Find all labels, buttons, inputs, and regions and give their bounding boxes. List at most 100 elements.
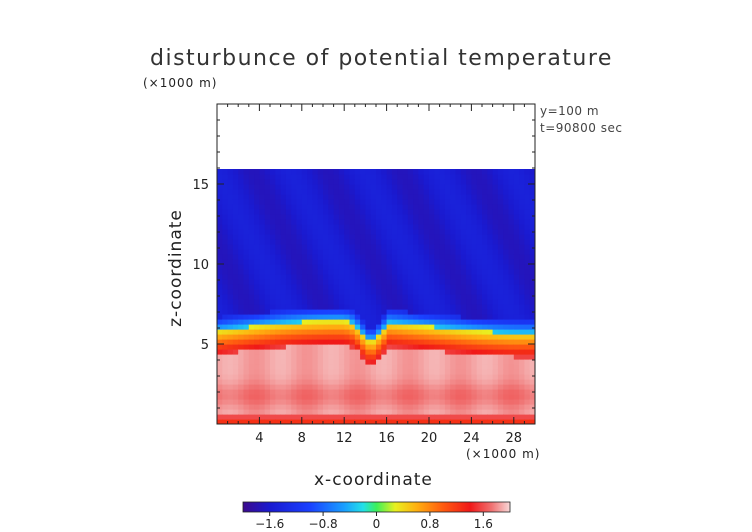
field-cell — [301, 224, 308, 230]
field-cell — [434, 329, 441, 335]
field-cell — [381, 229, 388, 235]
field-cell — [503, 379, 510, 385]
field-cell — [476, 359, 483, 365]
field-cell — [344, 204, 351, 210]
field-cell — [222, 244, 229, 250]
field-cell — [471, 229, 478, 235]
field-cell — [492, 319, 499, 325]
field-cell — [466, 354, 472, 360]
field-cell — [307, 239, 313, 245]
field-cell — [455, 179, 462, 185]
field-cell — [307, 394, 313, 400]
field-cell — [312, 414, 319, 420]
field-cell — [285, 384, 292, 390]
field-cell — [328, 279, 335, 285]
field-cell — [354, 404, 361, 410]
field-cell — [482, 344, 488, 350]
field-cell — [270, 174, 276, 180]
field-cell — [317, 219, 324, 225]
field-cell — [238, 294, 245, 300]
field-cell — [227, 389, 234, 395]
field-cell — [476, 209, 483, 215]
field-cell — [413, 394, 419, 400]
field-cell — [296, 404, 303, 410]
field-cell — [238, 249, 245, 255]
field-cell — [497, 239, 504, 245]
field-cell — [312, 299, 319, 305]
field-cell — [444, 169, 451, 175]
field-cell — [227, 179, 234, 185]
field-cell — [248, 389, 255, 395]
field-cell — [418, 264, 425, 270]
field-cell — [280, 389, 287, 395]
field-cell — [476, 349, 483, 355]
field-cell — [471, 204, 478, 210]
field-cell — [301, 199, 308, 205]
field-cell — [270, 274, 276, 280]
field-cell — [492, 179, 499, 185]
field-cell — [323, 234, 329, 240]
field-cell — [217, 254, 223, 260]
field-cell — [354, 249, 361, 255]
field-cell — [312, 169, 319, 175]
field-cell — [317, 389, 324, 395]
field-cell — [482, 389, 488, 395]
field-cell — [450, 304, 457, 310]
field-cell — [386, 299, 393, 305]
field-cell — [238, 384, 245, 390]
field-cell — [270, 419, 276, 424]
field-cell — [376, 409, 382, 415]
field-cell — [439, 324, 446, 330]
field-cell — [264, 239, 271, 245]
field-cell — [248, 219, 255, 225]
field-cell — [386, 269, 393, 275]
field-cell — [275, 194, 282, 200]
field-cell — [301, 404, 308, 410]
field-cell — [381, 309, 388, 315]
field-cell — [402, 229, 409, 235]
field-cell — [455, 174, 462, 180]
field-cell — [492, 229, 499, 235]
field-cell — [429, 184, 435, 190]
field-cell — [434, 409, 441, 415]
field-cell — [466, 379, 472, 385]
field-cell — [370, 184, 377, 190]
field-cell — [254, 334, 260, 340]
field-cell — [285, 389, 292, 395]
field-cell — [487, 334, 494, 340]
field-cell — [397, 179, 404, 185]
field-cell — [524, 389, 531, 395]
field-cell — [354, 389, 361, 395]
field-cell — [323, 174, 329, 180]
field-cell — [381, 234, 388, 240]
field-cell — [397, 384, 404, 390]
field-cell — [466, 349, 472, 355]
field-cell — [365, 359, 372, 365]
field-cell — [280, 284, 287, 290]
field-cell — [312, 419, 319, 424]
field-cell — [524, 169, 531, 175]
field-cell — [429, 264, 435, 270]
field-cell — [217, 314, 223, 320]
field-cell — [450, 279, 457, 285]
field-cell — [482, 219, 488, 225]
field-cell — [264, 189, 271, 195]
field-cell — [455, 299, 462, 305]
field-cell — [222, 264, 229, 270]
field-cell — [386, 309, 393, 315]
field-cell — [397, 204, 404, 210]
field-cell — [487, 249, 494, 255]
field-cell — [529, 184, 535, 190]
field-cell — [513, 234, 520, 240]
field-cell — [317, 234, 324, 240]
field-cell — [270, 334, 276, 340]
field-cell — [471, 219, 478, 225]
field-cell — [291, 359, 298, 365]
field-cell — [418, 239, 425, 245]
field-cell — [476, 379, 483, 385]
field-cell — [519, 209, 525, 215]
field-cell — [503, 364, 510, 370]
field-cell — [455, 194, 462, 200]
field-cell — [376, 419, 382, 424]
field-cell — [529, 359, 535, 365]
